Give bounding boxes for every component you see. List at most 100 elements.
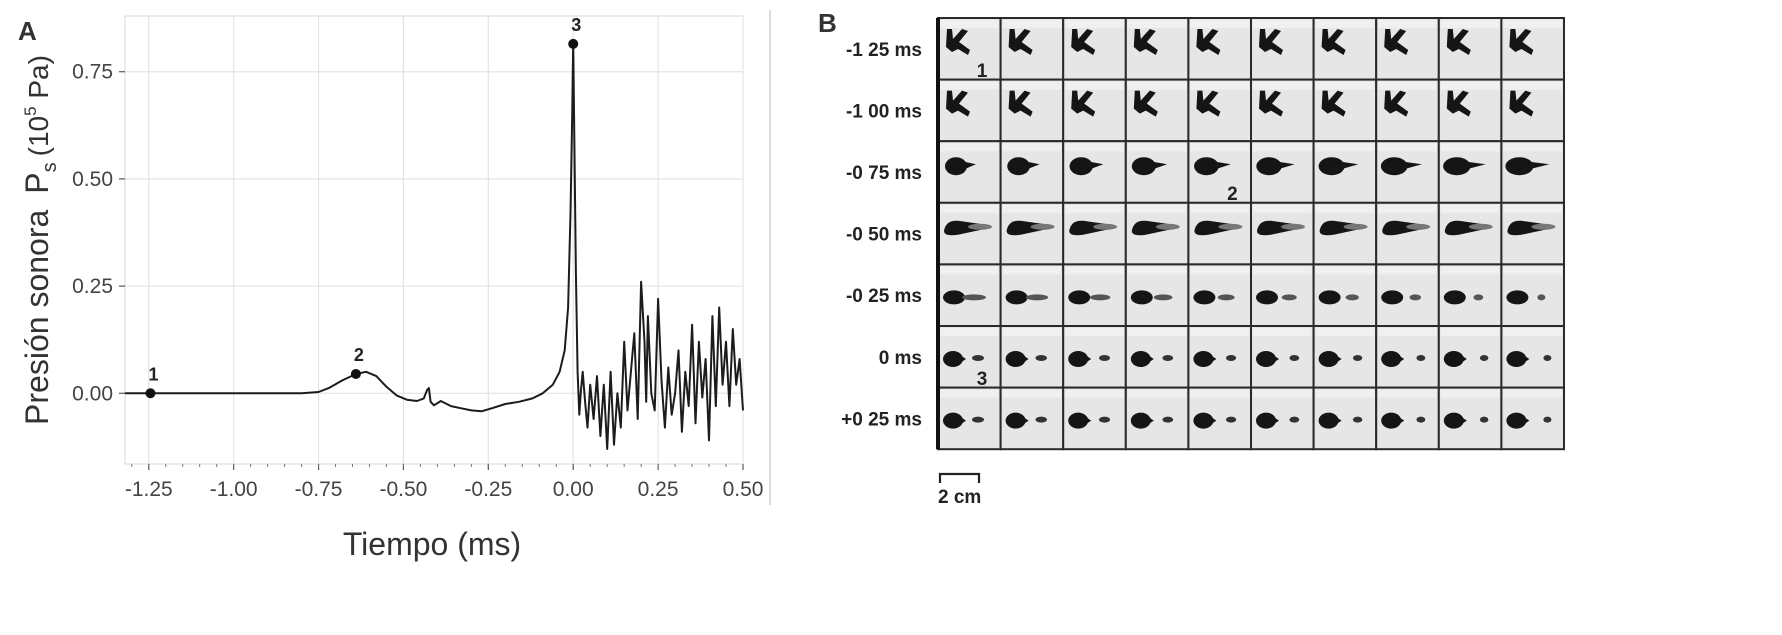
frame-cell: [1062, 140, 1127, 204]
jet-plume: [1025, 294, 1049, 301]
x-tick-label: 0.00: [553, 478, 594, 501]
frame-highlight: [1378, 143, 1437, 152]
bubble-tail: [1212, 161, 1231, 171]
frame-highlight: [1378, 81, 1437, 90]
detached-droplet: [972, 355, 984, 361]
frame-highlight: [940, 389, 999, 398]
frame-cell: [1062, 263, 1127, 327]
detached-droplet: [1035, 416, 1048, 423]
frame-cell: [1250, 325, 1315, 389]
bubble-shape: [1068, 290, 1091, 305]
frame-highlight: [1315, 204, 1375, 213]
frame-highlight: [1253, 143, 1312, 152]
bubble-shape: [1443, 290, 1466, 305]
frame-grid: 1 2 3: [936, 17, 1566, 451]
frame-cell: [1187, 263, 1253, 327]
frame-cell: [1062, 17, 1127, 81]
frame-cell: [999, 78, 1065, 143]
jet-plume: [1217, 294, 1235, 301]
frame-highlight: [1065, 266, 1124, 275]
bubble-shape: [1256, 290, 1278, 305]
bubble-tail: [1275, 161, 1295, 171]
frame-number-3: 3: [977, 369, 988, 390]
jet-plume: [1281, 223, 1305, 230]
detached-droplet: [1035, 355, 1048, 361]
jet-plume: [1409, 294, 1422, 301]
bubble-shape: [1509, 29, 1534, 55]
frame-cell: [1250, 17, 1315, 81]
frame-highlight: [1440, 204, 1500, 213]
frame-highlight: [1378, 389, 1437, 398]
frame-cell: [1250, 140, 1315, 204]
frame-highlight: [1002, 143, 1062, 152]
frame-cell: [1062, 386, 1127, 451]
pressure-line: [125, 40, 744, 450]
bubble-shape: [1193, 351, 1214, 367]
frame-highlight: [1503, 389, 1562, 398]
detached-droplet: [1162, 355, 1174, 361]
frame-cell: [1312, 201, 1378, 266]
jet-plume: [1345, 294, 1359, 301]
bubble-shape: [1130, 351, 1151, 367]
frame-cell: [1312, 17, 1378, 81]
x-tick-label: 0.25: [638, 478, 679, 501]
bubble-shape: [1381, 412, 1402, 429]
detached-droplet: [1162, 416, 1174, 423]
jet-plume: [1093, 223, 1118, 230]
frame-highlight: [1002, 20, 1062, 28]
jet-plume: [1406, 223, 1431, 230]
frame-cell: [1124, 386, 1190, 451]
frame-cell: [1124, 140, 1190, 204]
frame-cell: [1187, 325, 1253, 389]
bubble-shape: [1446, 29, 1471, 55]
bubble-shape: [1381, 351, 1402, 367]
row-label: -1 00 ms: [846, 101, 922, 122]
scale-bar-label: 2 cm: [938, 487, 981, 508]
frame-highlight: [1253, 20, 1312, 28]
jet-plume: [1473, 294, 1484, 301]
frame-highlight: [1503, 266, 1562, 275]
jet-plume: [1153, 294, 1173, 301]
frame-highlight: [1315, 328, 1375, 336]
frame-highlight: [1002, 266, 1062, 275]
frame-cell: [1437, 78, 1503, 143]
bubble-shape: [1509, 90, 1534, 117]
bubble-shape: [1259, 90, 1283, 117]
bubble-shape: [1133, 29, 1158, 55]
jet-plume: [1155, 223, 1180, 230]
frame-cell: [1375, 325, 1440, 389]
row-labels: -1 25 ms -1 00 ms -0 75 ms -0 50 ms -0 25 ms…: [841, 40, 922, 431]
bubble-tail: [960, 416, 966, 425]
bubble-shape: [1506, 412, 1527, 429]
frame-cell: [1312, 263, 1378, 327]
frame-cell: [1500, 17, 1566, 81]
bubble-shape: [1130, 412, 1151, 429]
frame-cell: [1375, 78, 1440, 143]
frame-highlight: [1127, 81, 1187, 90]
frame-cell: [1187, 201, 1253, 266]
bubble-shape: [946, 29, 970, 55]
bubble-shape: [1318, 412, 1339, 429]
bubble-shape: [1381, 290, 1404, 305]
bubble-shape: [1071, 90, 1096, 117]
frame-highlight: [1440, 20, 1500, 28]
jet-plume: [1089, 294, 1111, 301]
frame-highlight: [1065, 389, 1124, 398]
frame-highlight: [1065, 328, 1124, 336]
bubble-tail: [1460, 416, 1467, 425]
row-label: +0 25 ms: [841, 409, 922, 430]
frame-cell: [1500, 140, 1566, 204]
frame-highlight: [1127, 266, 1187, 275]
y-tick-label: 0.25: [72, 275, 113, 298]
frame-cell: [1124, 17, 1190, 81]
detached-droplet: [972, 416, 984, 423]
frame-cell: [1062, 201, 1127, 266]
frame-cell: [1375, 201, 1440, 266]
frame-cell: [1187, 78, 1253, 143]
bubble-tail: [1523, 355, 1530, 363]
bubble-shape: [1007, 157, 1030, 176]
frame-cell: [999, 201, 1065, 266]
detached-droplet: [1543, 416, 1552, 423]
frame-cell: [1250, 78, 1315, 143]
bubble-shape: [1069, 157, 1093, 176]
